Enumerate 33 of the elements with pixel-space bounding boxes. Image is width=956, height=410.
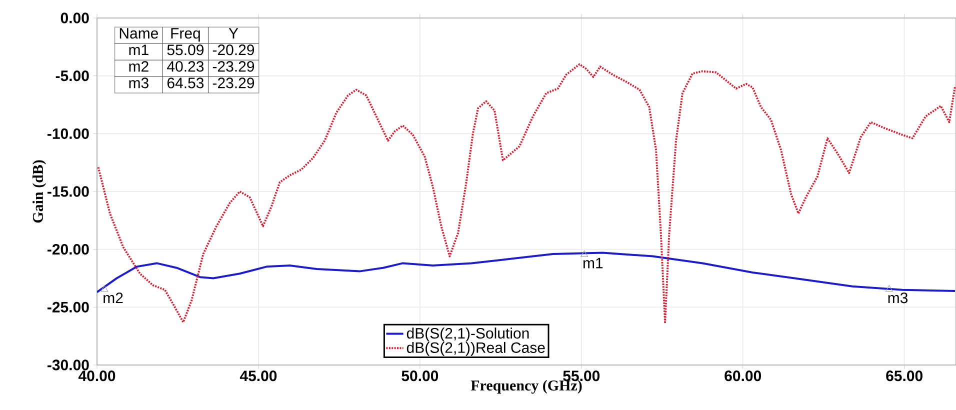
x-tick-label: 40.00 (78, 370, 116, 382)
annotation: -20.29 (212, 44, 254, 56)
y-tick-label: -25.00 (48, 302, 89, 312)
annotation: -23.29 (212, 61, 254, 72)
annotation: Y (228, 28, 238, 38)
annotation: m3 (888, 292, 908, 304)
line-series (97, 252, 956, 294)
annotation: Name (120, 28, 158, 39)
annotation: m1 (583, 258, 603, 268)
annotation: m3 (129, 78, 148, 88)
annotation: Freq (171, 28, 200, 42)
annotation: m1 (129, 44, 148, 56)
annotation: m2 (104, 292, 123, 304)
y-tick-label: 0.00 (60, 12, 89, 24)
annotation: -23.29 (212, 78, 254, 88)
y-tick-label: -5.00 (56, 70, 89, 82)
legend-label: dB(S(2,1))Real Case (406, 342, 545, 356)
y-axis-title: Gain (dB) (32, 160, 46, 223)
x-tick-label: 65.00 (886, 370, 922, 382)
x-tick-label: 55.00 (563, 370, 600, 382)
y-tick-label: -20.00 (48, 244, 89, 255)
x-tick-label: 50.00 (402, 370, 438, 382)
y-tick-label: -10.00 (48, 128, 89, 139)
legend-label: dB(S(2,1)-Solution (406, 328, 529, 342)
annotation: m2 (129, 61, 148, 72)
annotation: 64.53 (167, 78, 204, 88)
x-tick-label: 45.00 (240, 370, 277, 382)
x-axis-title: Frequency (GHz) (470, 380, 582, 394)
y-tick-label: -30.00 (48, 360, 89, 370)
x-tick-label: 60.00 (724, 370, 762, 382)
annotation: 55.09 (167, 44, 204, 56)
y-tick-label: -15.00 (48, 186, 89, 197)
annotation: 40.23 (167, 61, 204, 72)
